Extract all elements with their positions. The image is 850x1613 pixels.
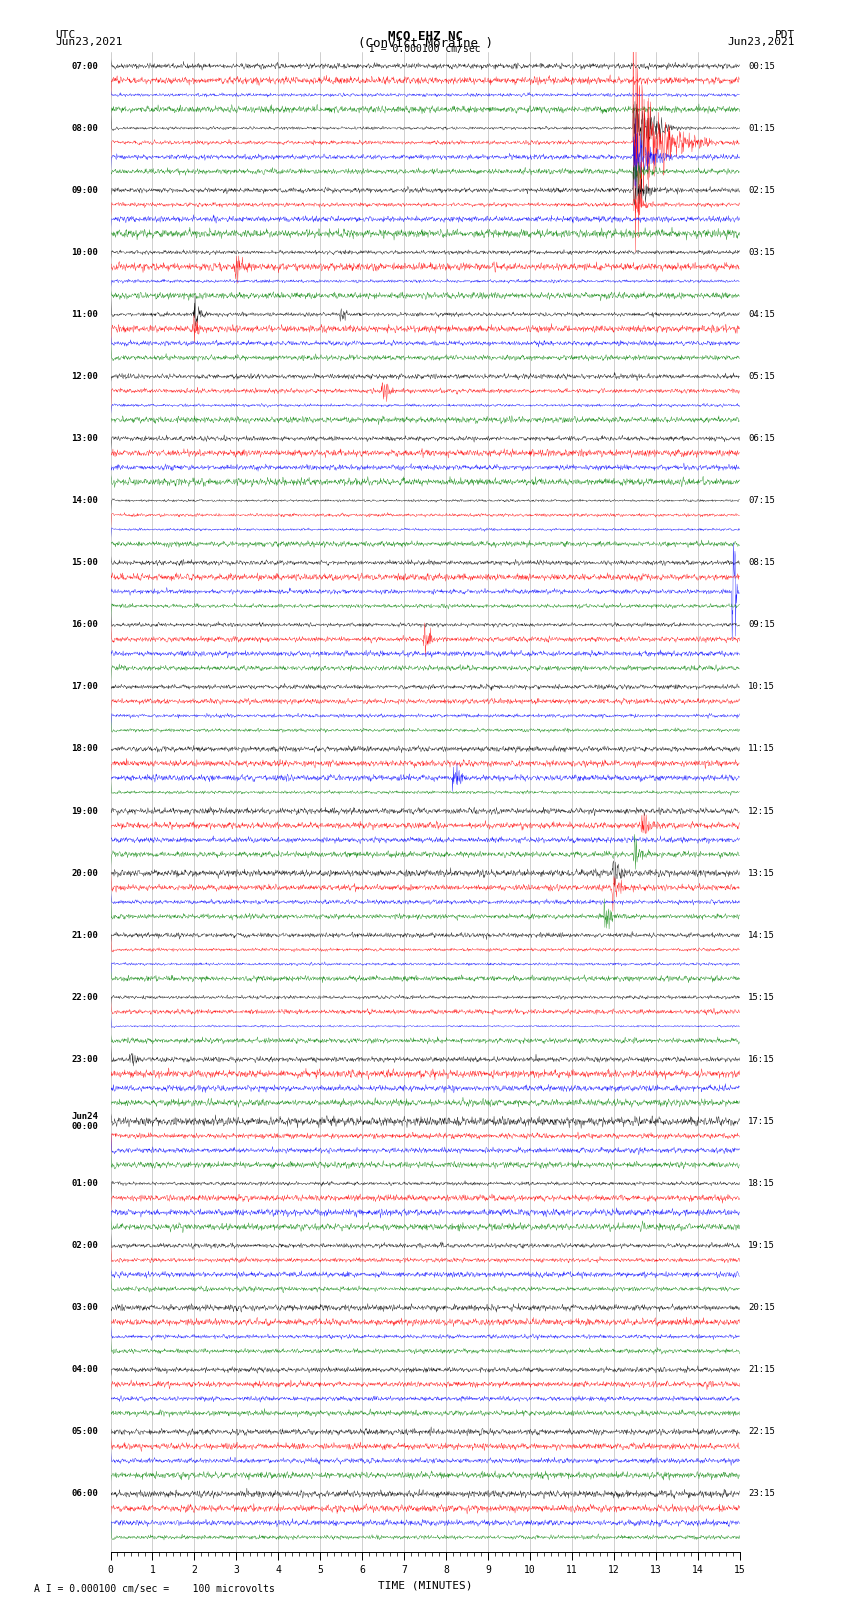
Text: 12:15: 12:15 bbox=[748, 806, 774, 816]
Text: 21:00: 21:00 bbox=[71, 931, 98, 940]
Text: A I = 0.000100 cm/sec =    100 microvolts: A I = 0.000100 cm/sec = 100 microvolts bbox=[34, 1584, 275, 1594]
Text: 01:00: 01:00 bbox=[71, 1179, 98, 1189]
Text: 08:00: 08:00 bbox=[71, 124, 98, 132]
Text: 10:00: 10:00 bbox=[71, 248, 98, 256]
Text: Jun23,2021: Jun23,2021 bbox=[728, 37, 795, 47]
Text: 18:00: 18:00 bbox=[71, 745, 98, 753]
Text: 09:00: 09:00 bbox=[71, 185, 98, 195]
X-axis label: TIME (MINUTES): TIME (MINUTES) bbox=[377, 1581, 473, 1590]
Text: 03:00: 03:00 bbox=[71, 1303, 98, 1313]
Text: 22:00: 22:00 bbox=[71, 992, 98, 1002]
Text: 07:15: 07:15 bbox=[748, 497, 774, 505]
Text: 03:15: 03:15 bbox=[748, 248, 774, 256]
Text: 12:00: 12:00 bbox=[71, 373, 98, 381]
Text: Jun23,2021: Jun23,2021 bbox=[55, 37, 122, 47]
Text: 02:00: 02:00 bbox=[71, 1240, 98, 1250]
Text: Jun24
00:00: Jun24 00:00 bbox=[71, 1111, 98, 1131]
Text: 13:15: 13:15 bbox=[748, 869, 774, 877]
Text: 07:00: 07:00 bbox=[71, 61, 98, 71]
Text: 08:15: 08:15 bbox=[748, 558, 774, 568]
Text: 23:15: 23:15 bbox=[748, 1489, 774, 1498]
Text: 18:15: 18:15 bbox=[748, 1179, 774, 1189]
Text: 14:00: 14:00 bbox=[71, 497, 98, 505]
Text: 20:00: 20:00 bbox=[71, 869, 98, 877]
Text: 17:00: 17:00 bbox=[71, 682, 98, 692]
Text: 16:15: 16:15 bbox=[748, 1055, 774, 1065]
Text: 21:15: 21:15 bbox=[748, 1365, 774, 1374]
Text: PDT: PDT bbox=[774, 31, 795, 40]
Text: 04:15: 04:15 bbox=[748, 310, 774, 319]
Text: 05:00: 05:00 bbox=[71, 1428, 98, 1436]
Text: 00:15: 00:15 bbox=[748, 61, 774, 71]
Text: 16:00: 16:00 bbox=[71, 621, 98, 629]
Text: 22:15: 22:15 bbox=[748, 1428, 774, 1436]
Text: UTC: UTC bbox=[55, 31, 76, 40]
Text: 11:15: 11:15 bbox=[748, 745, 774, 753]
Text: 19:00: 19:00 bbox=[71, 806, 98, 816]
Text: 23:00: 23:00 bbox=[71, 1055, 98, 1065]
Text: 02:15: 02:15 bbox=[748, 185, 774, 195]
Text: 14:15: 14:15 bbox=[748, 931, 774, 940]
Text: 04:00: 04:00 bbox=[71, 1365, 98, 1374]
Text: 09:15: 09:15 bbox=[748, 621, 774, 629]
Text: 13:00: 13:00 bbox=[71, 434, 98, 444]
Text: 19:15: 19:15 bbox=[748, 1240, 774, 1250]
Text: (Convict Moraine ): (Convict Moraine ) bbox=[358, 37, 492, 50]
Text: 15:00: 15:00 bbox=[71, 558, 98, 568]
Text: 15:15: 15:15 bbox=[748, 992, 774, 1002]
Text: 17:15: 17:15 bbox=[748, 1116, 774, 1126]
Text: 20:15: 20:15 bbox=[748, 1303, 774, 1313]
Text: 01:15: 01:15 bbox=[748, 124, 774, 132]
Text: 05:15: 05:15 bbox=[748, 373, 774, 381]
Text: 10:15: 10:15 bbox=[748, 682, 774, 692]
Text: 06:15: 06:15 bbox=[748, 434, 774, 444]
Text: I = 0.000100 cm/sec: I = 0.000100 cm/sec bbox=[369, 44, 481, 55]
Text: MCO EHZ NC: MCO EHZ NC bbox=[388, 31, 462, 44]
Text: 06:00: 06:00 bbox=[71, 1489, 98, 1498]
Text: 11:00: 11:00 bbox=[71, 310, 98, 319]
